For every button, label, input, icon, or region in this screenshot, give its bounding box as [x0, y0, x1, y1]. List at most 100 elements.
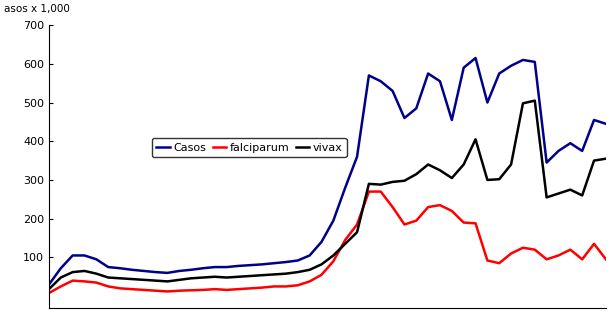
Casos [412, 106, 420, 110]
Casos [140, 269, 147, 273]
vivax [129, 277, 136, 281]
Line: vivax: vivax [49, 100, 606, 289]
Casos [69, 254, 76, 257]
falciparum [306, 279, 313, 283]
Casos [200, 266, 207, 270]
vivax [460, 163, 468, 166]
Casos [448, 118, 455, 122]
falciparum [211, 287, 218, 291]
Casos [92, 257, 100, 261]
vivax [187, 276, 195, 280]
falciparum [282, 284, 289, 288]
Casos [318, 240, 325, 244]
Casos [507, 64, 515, 68]
falciparum [448, 209, 455, 213]
Legend: Casos, falciparum, vivax: Casos, falciparum, vivax [152, 138, 347, 157]
Line: Casos: Casos [49, 58, 606, 284]
falciparum [377, 190, 384, 193]
vivax [271, 273, 278, 276]
vivax [543, 196, 550, 199]
vivax [152, 279, 159, 283]
falciparum [519, 246, 526, 250]
falciparum [235, 287, 242, 291]
Casos [45, 283, 53, 286]
Casos [377, 79, 384, 83]
Casos [294, 259, 302, 263]
falciparum [129, 287, 136, 291]
vivax [341, 242, 349, 246]
falciparum [45, 291, 53, 295]
vivax [105, 276, 112, 279]
vivax [507, 163, 515, 166]
falciparum [330, 259, 337, 263]
vivax [69, 270, 76, 274]
Casos [578, 149, 586, 153]
vivax [223, 276, 230, 279]
falciparum [92, 281, 100, 284]
falciparum [591, 242, 598, 246]
vivax [472, 138, 479, 141]
vivax [389, 180, 396, 184]
vivax [282, 272, 289, 276]
Casos [460, 66, 468, 70]
vivax [259, 273, 266, 277]
falciparum [401, 223, 408, 226]
falciparum [294, 283, 302, 287]
falciparum [152, 289, 159, 293]
vivax [140, 278, 147, 282]
Line: falciparum: falciparum [49, 192, 606, 293]
Casos [567, 141, 574, 145]
vivax [247, 274, 254, 278]
vivax [531, 99, 539, 102]
falciparum [318, 273, 325, 277]
Casos [602, 122, 610, 126]
vivax [425, 163, 432, 166]
Casos [116, 266, 124, 270]
Casos [531, 60, 539, 64]
Casos [365, 73, 373, 77]
vivax [519, 101, 526, 105]
falciparum [578, 257, 586, 261]
vivax [591, 159, 598, 163]
Casos [483, 101, 491, 105]
vivax [578, 193, 586, 197]
Casos [105, 265, 112, 269]
Casos [247, 263, 254, 267]
falciparum [57, 284, 64, 288]
Casos [176, 269, 183, 273]
Casos [472, 56, 479, 60]
Casos [330, 219, 337, 223]
Casos [129, 268, 136, 272]
vivax [235, 275, 242, 279]
falciparum [567, 248, 574, 252]
Casos [436, 79, 444, 83]
vivax [81, 269, 88, 273]
falciparum [271, 284, 278, 288]
Casos [81, 254, 88, 257]
falciparum [140, 288, 147, 292]
vivax [448, 176, 455, 180]
vivax [401, 179, 408, 183]
Casos [152, 270, 159, 274]
falciparum [164, 290, 171, 293]
vivax [567, 188, 574, 192]
falciparum [436, 203, 444, 207]
falciparum [602, 257, 610, 261]
vivax [436, 168, 444, 172]
vivax [294, 270, 302, 274]
Casos [306, 254, 313, 257]
Casos [164, 271, 171, 275]
vivax [176, 278, 183, 282]
vivax [365, 182, 373, 186]
Casos [223, 265, 230, 269]
Casos [591, 118, 598, 122]
Casos [389, 89, 396, 93]
Casos [543, 161, 550, 165]
Casos [401, 116, 408, 120]
vivax [496, 177, 503, 181]
Casos [555, 149, 562, 153]
Casos [235, 264, 242, 268]
vivax [353, 230, 360, 234]
falciparum [472, 221, 479, 225]
Casos [187, 268, 195, 272]
